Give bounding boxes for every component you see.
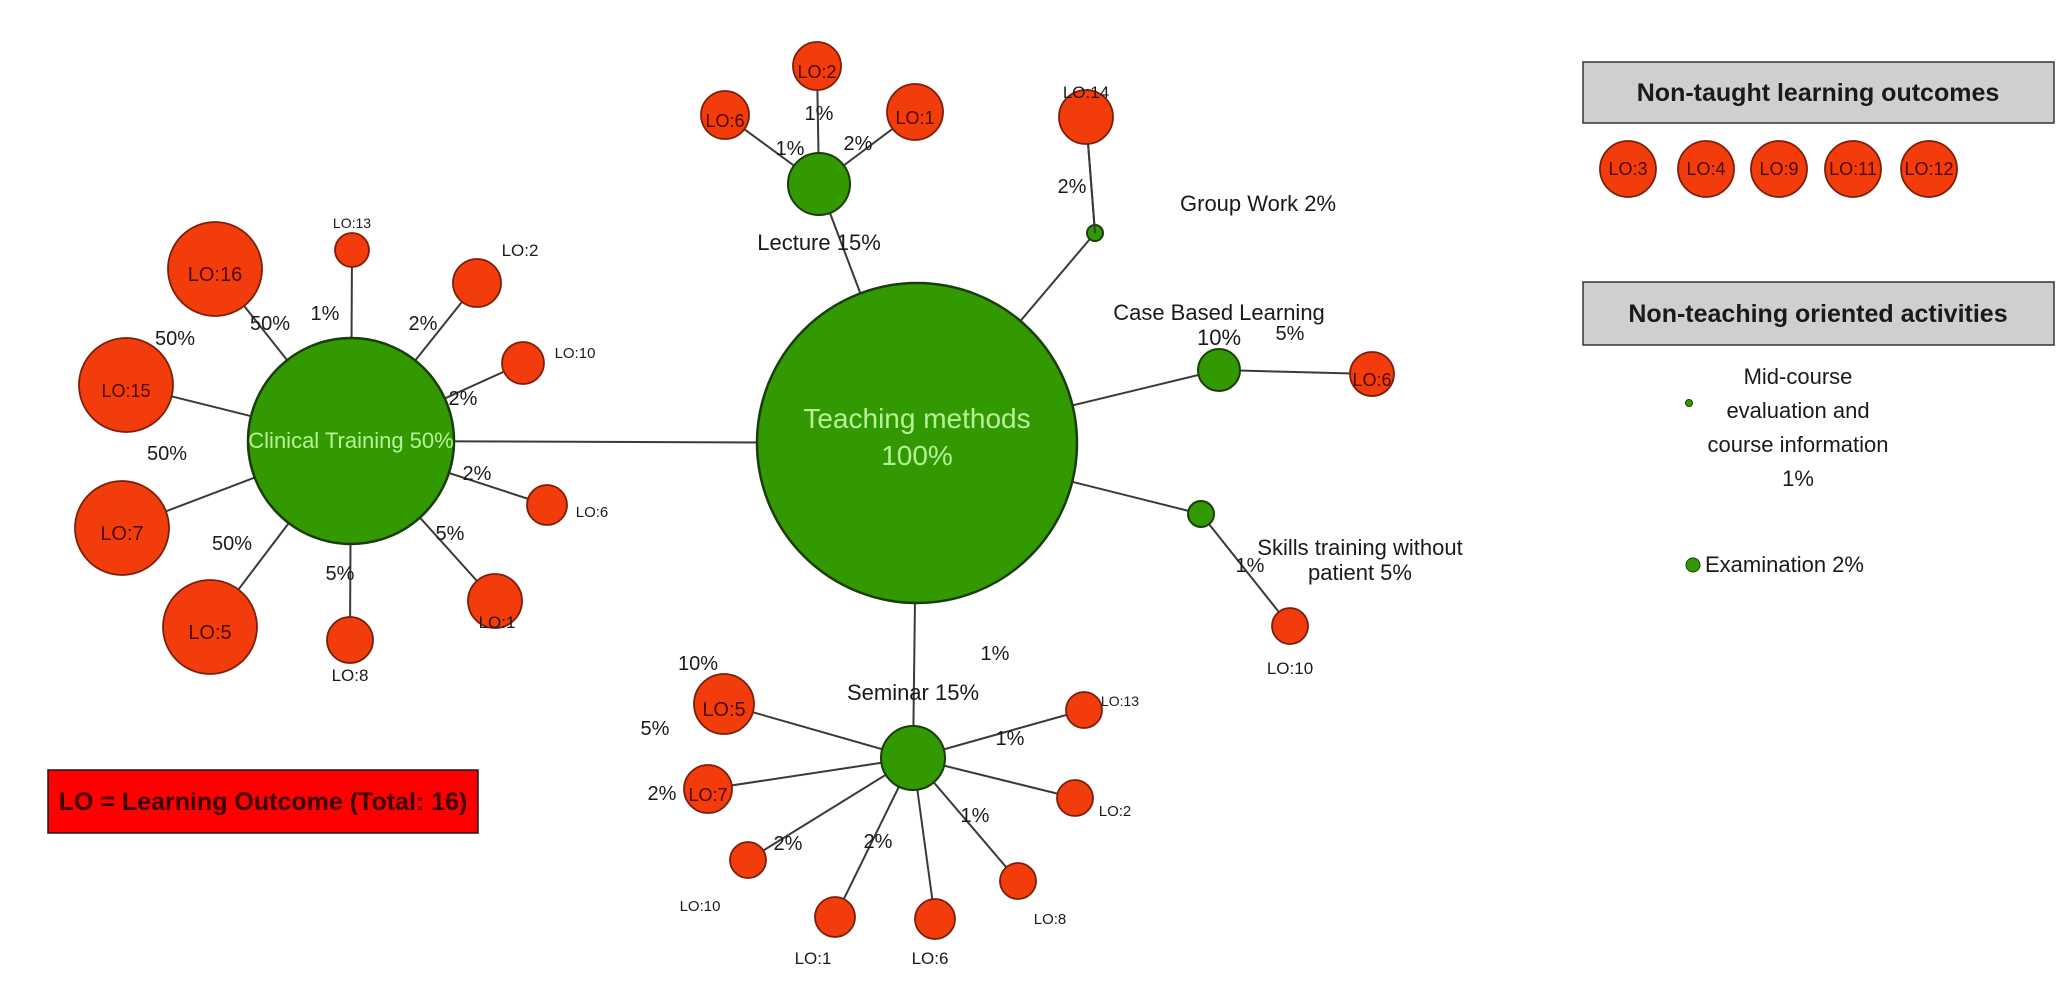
svg-text:1%: 1% — [981, 643, 1010, 665]
svg-text:2%: 2% — [774, 833, 803, 855]
svg-text:2%: 2% — [844, 133, 873, 155]
svg-text:LO:10: LO:10 — [1267, 659, 1313, 678]
svg-text:5%: 5% — [436, 523, 465, 545]
svg-text:Clinical Training 50%: Clinical Training 50% — [248, 428, 453, 453]
svg-text:LO:16: LO:16 — [188, 264, 242, 286]
svg-text:50%: 50% — [155, 328, 195, 350]
svg-text:Non-teaching oriented activiti: Non-teaching oriented activities — [1628, 300, 2007, 328]
svg-text:Case Based Learning: Case Based Learning — [1113, 300, 1325, 325]
svg-text:2%: 2% — [449, 388, 478, 410]
svg-text:LO:1: LO:1 — [479, 613, 516, 632]
svg-text:Non-taught learning outcomes: Non-taught learning outcomes — [1637, 79, 2000, 107]
svg-text:2%: 2% — [463, 463, 492, 485]
svg-text:Mid-course: Mid-course — [1744, 364, 1853, 389]
svg-text:LO:3: LO:3 — [1608, 159, 1647, 179]
svg-text:10%: 10% — [1197, 325, 1241, 350]
svg-text:LO:5: LO:5 — [702, 699, 745, 721]
svg-text:1%: 1% — [1782, 466, 1814, 491]
svg-text:LO:2: LO:2 — [1099, 803, 1132, 820]
svg-text:LO:1: LO:1 — [895, 108, 934, 128]
svg-text:course information: course information — [1708, 432, 1889, 457]
svg-text:1%: 1% — [961, 805, 990, 827]
svg-text:1%: 1% — [996, 728, 1025, 750]
svg-text:LO:12: LO:12 — [1904, 159, 1953, 179]
svg-text:evaluation and: evaluation and — [1726, 398, 1869, 423]
svg-text:5%: 5% — [326, 563, 355, 585]
svg-text:Seminar 15%: Seminar 15% — [847, 680, 979, 705]
svg-text:LO:2: LO:2 — [797, 62, 836, 82]
svg-text:LO:7: LO:7 — [100, 523, 143, 545]
svg-text:LO:6: LO:6 — [912, 949, 949, 968]
svg-text:Skills training without: Skills training without — [1257, 535, 1462, 560]
svg-text:LO:10: LO:10 — [680, 898, 721, 915]
svg-text:LO:7: LO:7 — [688, 785, 727, 805]
svg-text:5%: 5% — [1276, 323, 1305, 345]
svg-text:2%: 2% — [1058, 176, 1087, 198]
svg-text:LO:8: LO:8 — [1034, 911, 1067, 928]
svg-text:patient 5%: patient 5% — [1308, 560, 1412, 585]
svg-text:LO:10: LO:10 — [555, 345, 596, 362]
svg-text:2%: 2% — [648, 783, 677, 805]
svg-text:1%: 1% — [776, 138, 805, 160]
svg-text:LO:13: LO:13 — [333, 215, 371, 231]
svg-text:10%: 10% — [678, 653, 718, 675]
svg-text:LO:8: LO:8 — [332, 666, 369, 685]
svg-text:LO = Learning Outcome (Total:: LO = Learning Outcome (Total: 16) — [59, 788, 468, 816]
svg-text:1%: 1% — [311, 303, 340, 325]
svg-text:50%: 50% — [147, 443, 187, 465]
svg-text:LO:2: LO:2 — [502, 241, 539, 260]
svg-text:2%: 2% — [864, 831, 893, 853]
svg-text:1%: 1% — [805, 103, 834, 125]
svg-text:Examination 2%: Examination 2% — [1705, 552, 1864, 577]
svg-text:LO:13: LO:13 — [1101, 693, 1139, 709]
svg-text:50%: 50% — [212, 533, 252, 555]
svg-text:LO:1: LO:1 — [795, 949, 832, 968]
svg-text:LO:4: LO:4 — [1686, 159, 1725, 179]
svg-text:5%: 5% — [641, 718, 670, 740]
svg-text:Teaching methods: Teaching methods — [803, 403, 1030, 434]
svg-text:LO:14: LO:14 — [1063, 83, 1109, 102]
svg-text:Group Work 2%: Group Work 2% — [1180, 191, 1336, 216]
svg-text:50%: 50% — [250, 313, 290, 335]
svg-text:LO:15: LO:15 — [101, 381, 150, 401]
svg-text:Lecture 15%: Lecture 15% — [757, 230, 881, 255]
svg-text:LO:5: LO:5 — [188, 622, 231, 644]
svg-text:LO:6: LO:6 — [1352, 370, 1391, 390]
svg-text:100%: 100% — [881, 440, 953, 471]
svg-text:LO:9: LO:9 — [1759, 159, 1798, 179]
svg-text:LO:6: LO:6 — [705, 111, 744, 131]
svg-text:LO:6: LO:6 — [576, 504, 609, 521]
svg-text:2%: 2% — [409, 313, 438, 335]
svg-text:LO:11: LO:11 — [1829, 159, 1877, 179]
